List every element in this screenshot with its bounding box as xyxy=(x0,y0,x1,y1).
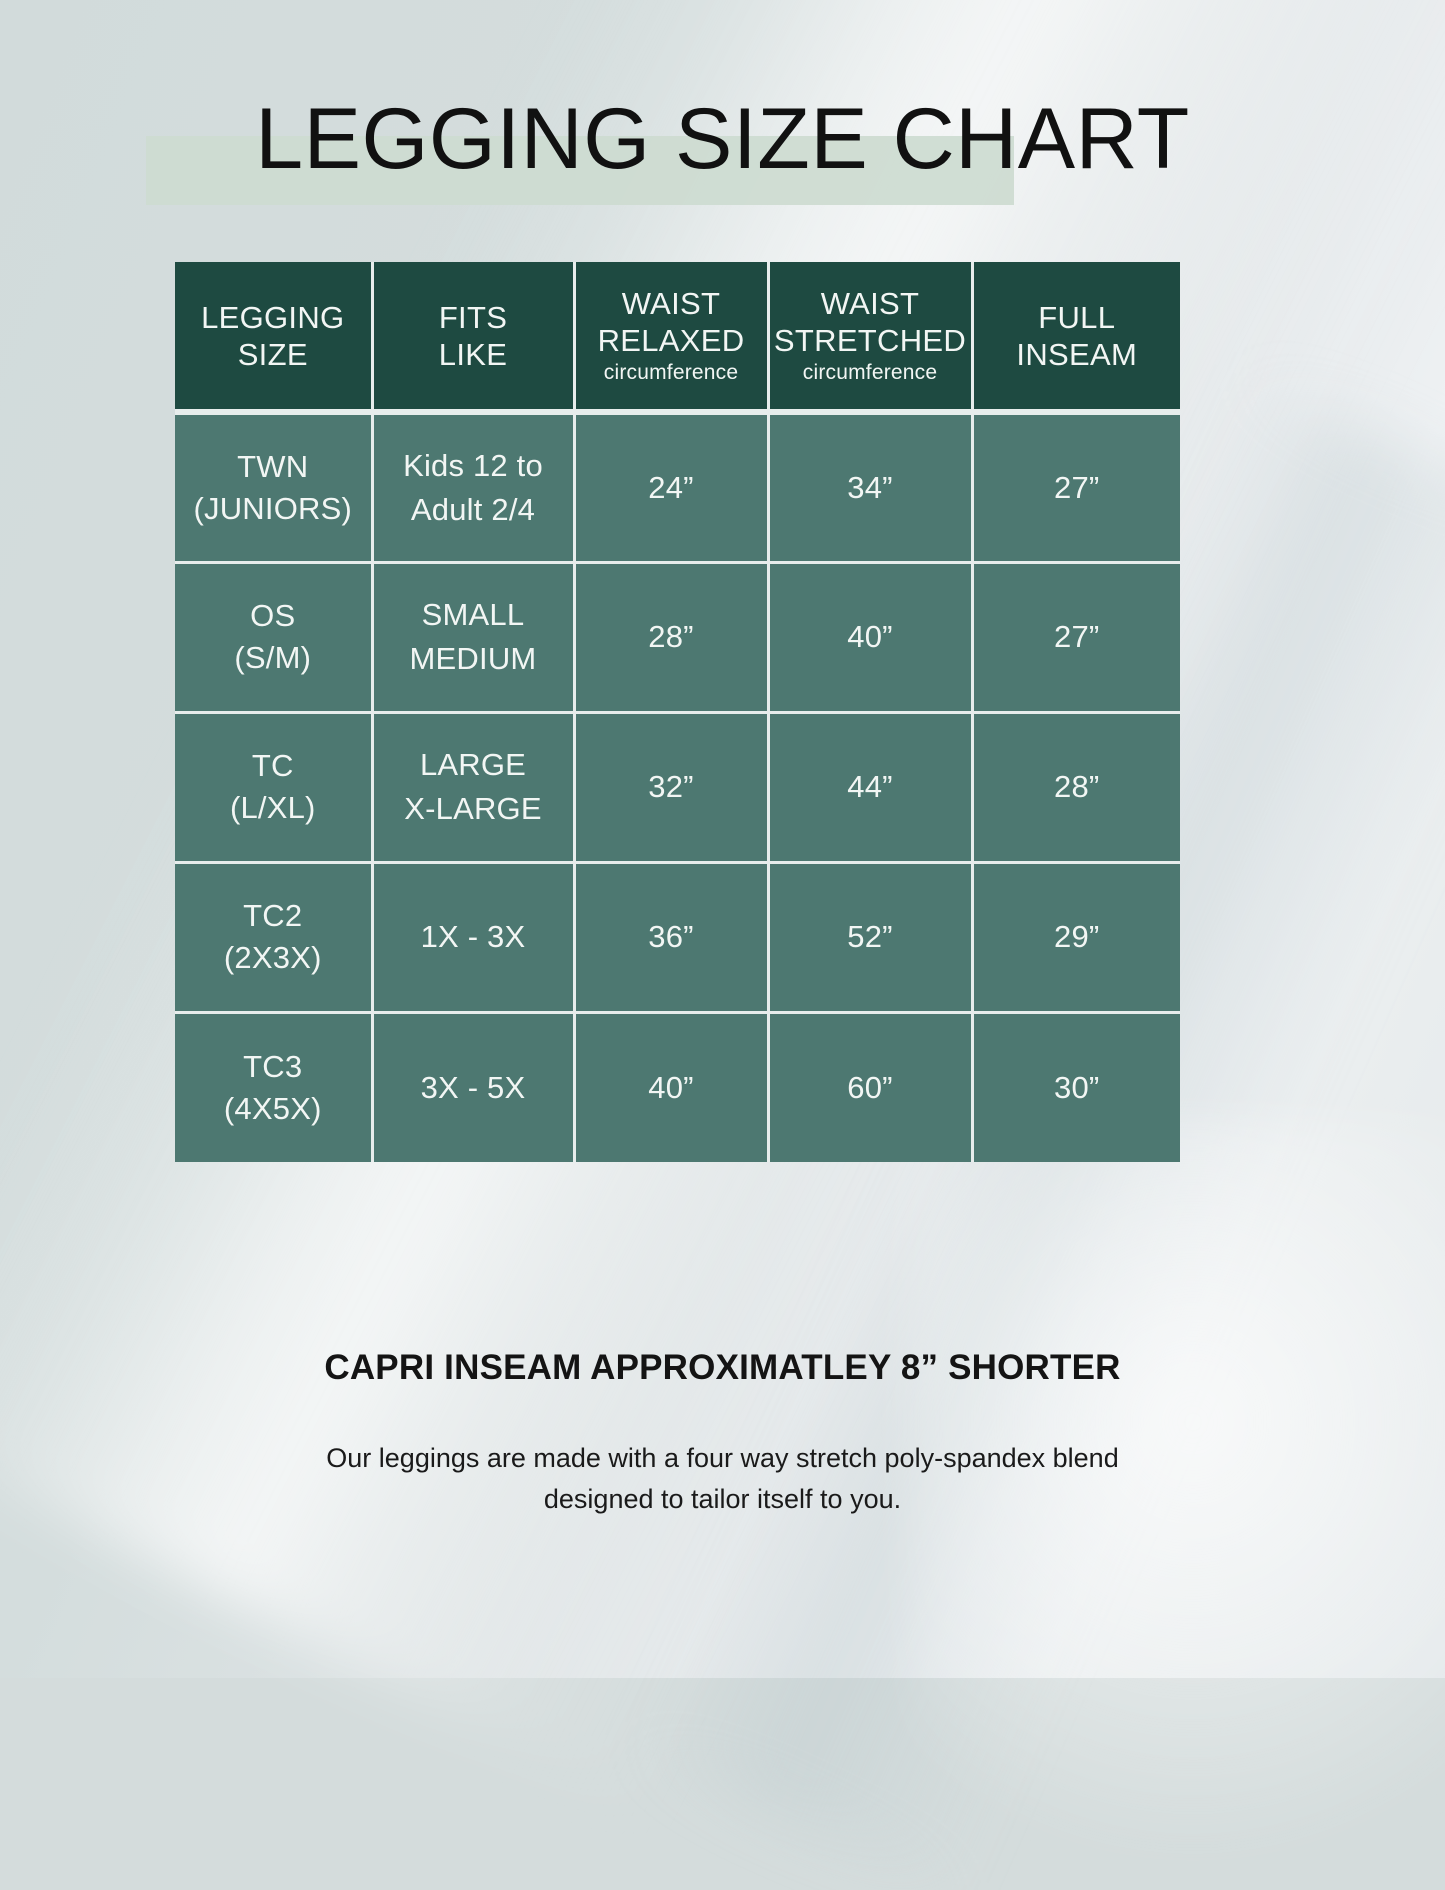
cell-waist-relaxed: 24” xyxy=(574,409,770,562)
column-header-fits-like: FITS LIKE xyxy=(372,262,576,412)
column-header-line1: LEGGING xyxy=(201,299,345,335)
table-row: TC2 (2X3X) 1X - 3X 36” 52” 29” xyxy=(175,860,1180,1012)
table-body: TWN (JUNIORS) Kids 12 to Adult 2/4 24” 3… xyxy=(175,409,1180,1162)
size-code: TC xyxy=(251,748,294,783)
fits-line2: X-LARGE xyxy=(404,791,542,826)
fabric-description-line2: designed to tailor itself to you. xyxy=(543,1484,902,1514)
fits-line1: SMALL xyxy=(421,597,525,632)
cell-fits-like: Kids 12 to Adult 2/4 xyxy=(372,409,576,562)
column-header-waist-stretched: WAIST STRETCHED circumference xyxy=(768,262,974,412)
size-range: (2X3X) xyxy=(223,940,322,975)
column-header-subtext: circumference xyxy=(603,361,739,384)
cell-waist-stretched: 60” xyxy=(768,1010,974,1162)
cell-fits-like: 3X - 5X xyxy=(372,1010,576,1162)
size-code: TC2 xyxy=(243,898,303,933)
cell-waist-stretched: 40” xyxy=(768,560,974,712)
title-highlight-bar xyxy=(146,136,1014,205)
column-header-waist-relaxed: WAIST RELAXED circumference xyxy=(574,262,770,412)
column-header-line2: LIKE xyxy=(438,336,508,372)
cell-waist-stretched: 34” xyxy=(768,409,974,562)
page-title: LEGGING SIZE CHART xyxy=(255,91,1190,187)
column-header-line2: SIZE xyxy=(237,336,308,372)
cell-waist-relaxed: 28” xyxy=(574,560,770,712)
column-header-subtext: circumference xyxy=(802,361,938,384)
fits-line1: 3X - 5X xyxy=(420,1069,526,1105)
cell-full-inseam: 29” xyxy=(972,860,1180,1012)
cell-waist-relaxed: 40” xyxy=(574,1010,770,1162)
table-row: TC (L/XL) LARGE X-LARGE 32” 44” 28” xyxy=(175,710,1180,862)
table-header-row: LEGGING SIZE FITS LIKE WAIST RELAXED cir… xyxy=(175,262,1180,412)
cell-full-inseam: 28” xyxy=(972,710,1180,862)
size-range: (4X5X) xyxy=(223,1090,322,1126)
size-range: (JUNIORS) xyxy=(193,490,352,526)
cell-fits-like: SMALL MEDIUM xyxy=(372,560,576,712)
table-row: TC3 (4X5X) 3X - 5X 40” 60” 30” xyxy=(175,1010,1180,1162)
column-header-line1: WAIST xyxy=(621,286,721,321)
cell-full-inseam: 27” xyxy=(972,409,1180,562)
table-row: TWN (JUNIORS) Kids 12 to Adult 2/4 24” 3… xyxy=(175,409,1180,562)
column-header-line2: RELAXED xyxy=(597,323,745,358)
size-code: OS xyxy=(250,598,296,633)
column-header-full-inseam: FULL INSEAM xyxy=(972,262,1180,412)
column-header-legging-size: LEGGING SIZE xyxy=(175,262,374,412)
cell-legging-size: OS (S/M) xyxy=(175,560,374,712)
column-header-line1: WAIST xyxy=(820,286,920,321)
legging-size-table: LEGGING SIZE FITS LIKE WAIST RELAXED cir… xyxy=(175,262,1180,1162)
table-row: OS (S/M) SMALL MEDIUM 28” 40” 27” xyxy=(175,560,1180,712)
fits-line2: Adult 2/4 xyxy=(410,491,536,527)
cell-full-inseam: 27” xyxy=(972,560,1180,712)
cell-waist-stretched: 44” xyxy=(768,710,974,862)
fits-line2: MEDIUM xyxy=(409,641,537,676)
page-content: LEGGING SIZE CHART LEGGING SIZE FITS LIK… xyxy=(0,84,1445,1520)
column-header-line2: STRETCHED xyxy=(773,323,967,358)
cell-waist-relaxed: 32” xyxy=(574,710,770,862)
cell-fits-like: 1X - 3X xyxy=(372,860,576,1012)
fits-line1: Kids 12 to xyxy=(403,447,543,483)
title-section: LEGGING SIZE CHART xyxy=(0,84,1445,214)
size-code: TWN xyxy=(237,448,309,484)
cell-legging-size: TC2 (2X3X) xyxy=(175,860,374,1012)
fits-line1: LARGE xyxy=(419,747,527,782)
cell-legging-size: TC (L/XL) xyxy=(175,710,374,862)
cell-waist-relaxed: 36” xyxy=(574,860,770,1012)
fabric-description: Our leggings are made with a four way st… xyxy=(0,1438,1445,1520)
cell-legging-size: TC3 (4X5X) xyxy=(175,1010,374,1162)
fits-line1: 1X - 3X xyxy=(420,919,526,954)
column-header-line1: FULL xyxy=(1038,299,1116,335)
fabric-description-line1: Our leggings are made with a four way st… xyxy=(326,1443,1119,1473)
column-header-line2: INSEAM xyxy=(1016,336,1138,372)
table-header: LEGGING SIZE FITS LIKE WAIST RELAXED cir… xyxy=(175,262,1180,412)
cell-waist-stretched: 52” xyxy=(768,860,974,1012)
size-range: (L/XL) xyxy=(229,790,316,825)
capri-inseam-note: CAPRI INSEAM APPROXIMATLEY 8” SHORTER xyxy=(324,1348,1121,1387)
column-header-line1: FITS xyxy=(438,299,508,335)
size-code: TC3 xyxy=(243,1048,303,1084)
cell-fits-like: LARGE X-LARGE xyxy=(372,710,576,862)
size-range: (S/M) xyxy=(234,640,312,675)
cell-legging-size: TWN (JUNIORS) xyxy=(175,409,374,562)
cell-full-inseam: 30” xyxy=(972,1010,1180,1162)
